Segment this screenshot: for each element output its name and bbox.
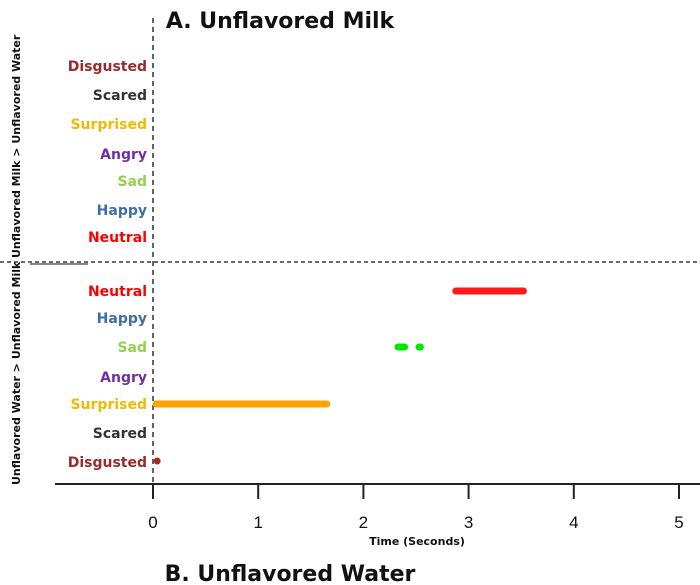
category-label-scared: Scared	[93, 426, 147, 442]
panel-label-bottom: Unflavored Water > Unflavored Milk	[10, 261, 23, 485]
segment-disgusted	[153, 457, 161, 465]
category-label-angry: Angry	[100, 147, 147, 163]
category-label-surprised: Surprised	[70, 117, 147, 133]
x-tick-label: 3	[464, 513, 473, 532]
category-label-disgusted: Disgusted	[68, 455, 147, 471]
category-label-surprised: Surprised	[70, 397, 147, 413]
category-label-scared: Scared	[93, 88, 147, 104]
x-tick-label: 4	[569, 513, 578, 532]
title-bottom: B. Unflavored Water	[165, 562, 416, 585]
category-label-sad: Sad	[117, 340, 147, 356]
category-label-angry: Angry	[100, 370, 147, 386]
x-tick-label: 5	[674, 513, 683, 532]
x-tick-label: 2	[359, 513, 368, 532]
category-label-neutral: Neutral	[88, 230, 147, 246]
x-tick-label: 0	[148, 513, 157, 532]
category-label-disgusted: Disgusted	[68, 59, 147, 75]
category-label-neutral: Neutral	[88, 284, 147, 300]
x-tick-label: 1	[253, 513, 262, 532]
panel-label-top: Unflavored Milk > Unflavored Water	[10, 34, 23, 258]
category-label-happy: Happy	[97, 311, 147, 327]
category-label-happy: Happy	[97, 203, 147, 219]
category-label-sad: Sad	[117, 174, 147, 190]
x-axis-label: Time (Seconds)	[369, 535, 465, 548]
title-top: A. Unflavored Milk	[166, 9, 396, 34]
